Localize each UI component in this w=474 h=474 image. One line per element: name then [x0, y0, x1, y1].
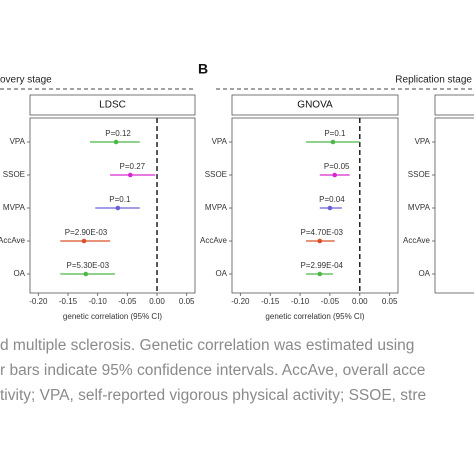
facet-strip — [29, 94, 196, 116]
x-tick-label: -0.20 — [29, 297, 48, 306]
caption-line: r bars indicate 95% confidence intervals… — [0, 362, 425, 379]
p-value-label: P=0.27 — [120, 162, 146, 171]
x-tick-label: 0.00 — [352, 297, 368, 306]
y-tick-label: VPA — [415, 137, 431, 146]
point-estimate — [83, 271, 89, 277]
stage-label: overy stage — [0, 75, 52, 86]
stage-label: Replication stage — [395, 75, 472, 86]
plot-frame — [29, 117, 196, 294]
point-estimate — [81, 238, 87, 244]
y-tick-label: AccAve — [200, 236, 228, 245]
facet-title: LDSC — [99, 100, 126, 111]
y-tick-label: SSOE — [408, 170, 430, 179]
y-tick-label: OA — [13, 269, 25, 278]
p-value-label: P=4.70E-03 — [301, 228, 344, 237]
y-tick-label: SSOE — [3, 170, 25, 179]
caption-line: tivity; VPA, self-reported vigorous phys… — [0, 387, 426, 404]
point-estimate — [332, 172, 338, 178]
facet-title: GNOVA — [297, 100, 333, 111]
y-tick-label: SSOE — [205, 170, 227, 179]
y-tick-label: OA — [418, 269, 430, 278]
point-estimate — [317, 271, 323, 277]
point-estimate — [128, 172, 133, 178]
p-value-label: P=2.99E-04 — [301, 261, 344, 270]
point-estimate — [317, 238, 323, 244]
y-tick-label: MVPA — [205, 203, 228, 212]
x-tick-label: -0.05 — [321, 297, 340, 306]
p-value-label: P=0.12 — [105, 129, 131, 138]
y-tick-label: OA — [215, 269, 227, 278]
x-tick-label: 0.05 — [179, 297, 195, 306]
facet-strip — [231, 94, 399, 116]
point-estimate — [330, 139, 336, 145]
p-value-label: P=0.1 — [324, 129, 346, 138]
point-estimate — [115, 205, 121, 211]
p-value-label: P=0.05 — [324, 162, 350, 171]
x-axis-title: genetic correlation (95% CI) — [63, 312, 162, 321]
y-tick-label: VPA — [212, 137, 228, 146]
x-tick-label: -0.10 — [89, 297, 108, 306]
x-tick-label: -0.10 — [291, 297, 310, 306]
y-tick-label: VPA — [10, 137, 26, 146]
p-value-label: P=0.04 — [319, 195, 345, 204]
p-value-label: P=2.90E-03 — [65, 228, 108, 237]
x-tick-label: -0.15 — [261, 297, 280, 306]
x-tick-label: -0.15 — [59, 297, 78, 306]
point-estimate — [113, 139, 119, 145]
y-tick-label: AccAve — [403, 236, 431, 245]
p-value-label: P=5.30E-03 — [67, 261, 110, 270]
plot-frame — [434, 117, 474, 294]
x-axis-title: genetic correlation (95% CI) — [265, 312, 364, 321]
y-tick-label: AccAve — [0, 236, 26, 245]
x-tick-label: -0.05 — [118, 297, 137, 306]
y-tick-label: MVPA — [3, 203, 26, 212]
y-tick-label: MVPA — [408, 203, 431, 212]
plot-frame — [231, 117, 399, 294]
x-tick-label: -0.20 — [231, 297, 250, 306]
panel-label: B — [198, 61, 208, 77]
x-tick-label: 0.00 — [149, 297, 165, 306]
facet-strip — [434, 94, 474, 116]
caption-line: d multiple sclerosis. Genetic correlatio… — [0, 337, 414, 354]
x-tick-label: 0.05 — [382, 297, 398, 306]
p-value-label: P=0.1 — [109, 195, 131, 204]
point-estimate — [327, 205, 333, 211]
